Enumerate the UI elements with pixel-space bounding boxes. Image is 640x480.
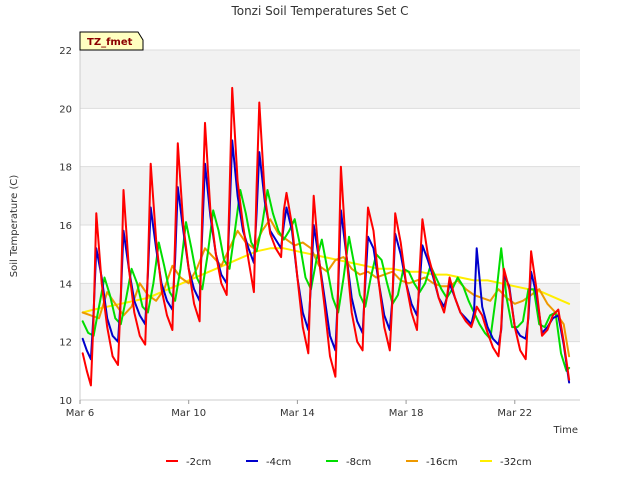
axes [79, 50, 580, 401]
plot-band [80, 108, 580, 167]
y-tick-label: 20 [59, 104, 72, 115]
plot-band [80, 166, 580, 225]
x-tick-label: Mar 6 [66, 408, 94, 419]
x-tick-label: Mar 14 [280, 408, 315, 419]
y-tick-label: 10 [59, 396, 72, 407]
x-tick-label: Mar 22 [497, 408, 532, 419]
y-tick-label: 22 [59, 46, 72, 57]
y-tick-label: 14 [59, 279, 72, 290]
legend-label: -4cm [266, 457, 291, 468]
legend-label: -32cm [500, 457, 532, 468]
badge-label: TZ_fmet [87, 37, 133, 48]
legend: -2cm -4cm -8cm -16cm -32cm [166, 457, 532, 468]
legend-label: -2cm [186, 457, 211, 468]
y-tick-labels: 10 12 14 16 18 20 22 [59, 46, 72, 407]
badge: TZ_fmet [79, 31, 144, 51]
y-tick-label: 16 [59, 221, 72, 232]
y-axis-title: Soil Temperature (C) [9, 175, 20, 278]
badge-box [79, 31, 144, 51]
y-tick-label: 12 [59, 338, 72, 349]
x-tick-labels: Mar 6 Mar 10 Mar 14 Mar 18 Mar 22 [66, 400, 532, 419]
x-tick-label: Mar 10 [171, 408, 206, 419]
y-tick-label: 18 [59, 163, 72, 174]
legend-label: -8cm [346, 457, 371, 468]
x-axis-title: Time [553, 425, 578, 436]
legend-label: -16cm [426, 457, 458, 468]
x-tick-label: Mar 18 [389, 408, 424, 419]
series-line-2cmcm [81, 86, 571, 387]
series-lines [81, 86, 571, 387]
plot-band [80, 50, 580, 109]
plot-band [80, 225, 580, 284]
chart-title: Tonzi Soil Temperatures Set C [230, 4, 408, 18]
